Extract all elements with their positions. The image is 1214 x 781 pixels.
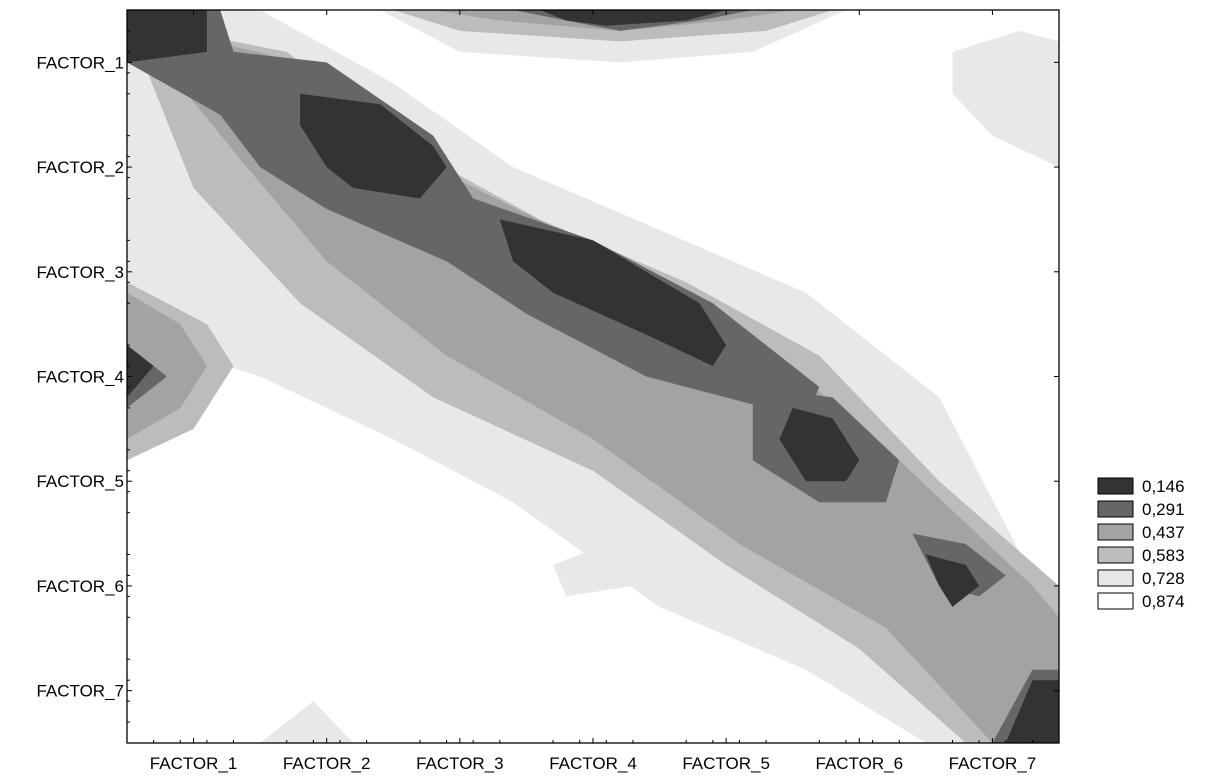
contour-region-0_728-4 bbox=[553, 544, 633, 597]
legend-label: 0,874 bbox=[1142, 592, 1185, 611]
legend-swatch bbox=[1097, 546, 1134, 564]
y-tick-label: FACTOR_7 bbox=[36, 682, 124, 701]
x-tick-label: FACTOR_6 bbox=[816, 754, 904, 773]
y-tick-label: FACTOR_1 bbox=[36, 53, 124, 72]
legend-swatch bbox=[1097, 523, 1134, 541]
x-tick-label: FACTOR_4 bbox=[549, 754, 637, 773]
plot-area bbox=[126, 9, 1060, 744]
y-tick-label: FACTOR_4 bbox=[36, 368, 124, 387]
contour-region-0_728-2 bbox=[952, 30, 1059, 168]
legend-swatch bbox=[1097, 500, 1134, 518]
legend-label: 0,583 bbox=[1142, 546, 1185, 565]
y-tick-label: FACTOR_3 bbox=[36, 263, 124, 282]
x-tick-label: FACTOR_5 bbox=[682, 754, 770, 773]
y-tick-label: FACTOR_2 bbox=[36, 158, 124, 177]
contour-region-0_146-0 bbox=[127, 10, 207, 63]
axis-ticks bbox=[127, 10, 1059, 743]
x-axis: FACTOR_1 FACTOR_2 FACTOR_3 FACTOR_4 FACTOR_5… bbox=[150, 754, 1036, 773]
legend-label: 0,728 bbox=[1142, 569, 1185, 588]
x-tick-label: FACTOR_1 bbox=[150, 754, 238, 773]
contour-fill-layers bbox=[127, 10, 1059, 743]
contour-region-0_146-3 bbox=[499, 219, 727, 366]
contour-region-0_146-2 bbox=[300, 93, 447, 199]
contour-region-0_728-5 bbox=[260, 701, 354, 743]
contour-region-0_146-4 bbox=[779, 407, 860, 482]
legend-label: 0,437 bbox=[1142, 523, 1185, 542]
contour-region-0_437-2 bbox=[127, 292, 207, 440]
contour-region-0_146-1 bbox=[539, 10, 727, 26]
x-tick-label: FACTOR_2 bbox=[283, 754, 371, 773]
x-tick-label: FACTOR_7 bbox=[949, 754, 1037, 773]
contour-region-0_146-5 bbox=[925, 554, 980, 607]
legend-label: 0,146 bbox=[1142, 477, 1185, 496]
contour-region-0_146-7 bbox=[1005, 680, 1059, 743]
legend: 0,146 0,291 0,437 0,583 0,728 0,874 bbox=[1097, 477, 1185, 611]
legend-swatch bbox=[1097, 477, 1134, 495]
y-tick-label: FACTOR_6 bbox=[36, 577, 124, 596]
x-tick-label: FACTOR_3 bbox=[416, 754, 504, 773]
legend-swatch bbox=[1097, 592, 1134, 610]
contour-region-0_146-6 bbox=[127, 345, 154, 398]
y-tick-label: FACTOR_5 bbox=[36, 472, 124, 491]
legend-label: 0,291 bbox=[1142, 500, 1185, 519]
legend-swatch bbox=[1097, 569, 1134, 587]
y-axis: FACTOR_1 FACTOR_2 FACTOR_3 FACTOR_4 FACTOR_5… bbox=[36, 53, 124, 700]
